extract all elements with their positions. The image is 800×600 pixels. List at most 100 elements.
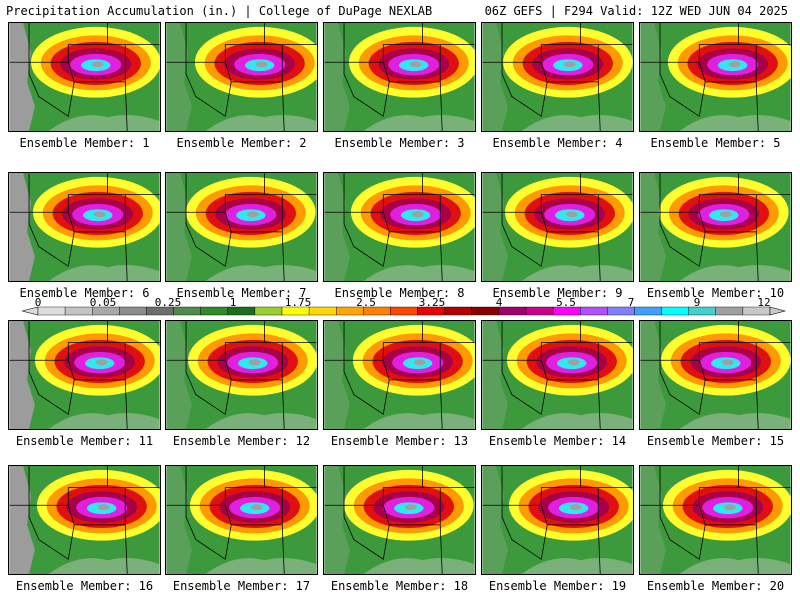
- gulf-region: [679, 413, 791, 429]
- precip-map: [8, 172, 161, 282]
- colorbar-tick-label: 0.05: [89, 296, 117, 309]
- western-dry-region: [482, 321, 508, 429]
- western-dry-region: [324, 321, 350, 429]
- precip-max-core: [413, 359, 426, 366]
- gulf-region: [205, 265, 317, 281]
- state-borders: [324, 466, 475, 574]
- colorbar-tick-label: 1.75: [284, 296, 312, 309]
- precip-max-core: [404, 504, 417, 511]
- state-borders: [9, 23, 160, 131]
- gulf-region: [679, 558, 791, 574]
- gulf-region: [205, 413, 317, 429]
- colorbar-tick-label: 5.5: [556, 296, 576, 309]
- colorbar-tick-label: 2.5: [356, 296, 376, 309]
- state-borders: [640, 321, 791, 429]
- western-dry-region: [324, 23, 350, 131]
- western-dry-region: [640, 173, 666, 281]
- western-dry-region: [9, 466, 35, 574]
- ensemble-member-panel: [481, 172, 634, 282]
- state-borders: [9, 173, 160, 281]
- ensemble-member-label: Ensemble Member: 15: [646, 434, 785, 448]
- gulf-region: [48, 115, 160, 131]
- precip-map: [165, 22, 318, 132]
- ensemble-member-panel: [639, 465, 792, 575]
- precip-map: [639, 22, 792, 132]
- western-dry-region: [482, 23, 508, 131]
- precip-max-core: [723, 504, 736, 511]
- ensemble-member-label: Ensemble Member: 16: [15, 579, 154, 593]
- gulf-region: [363, 115, 475, 131]
- ensemble-member-label: Ensemble Member: 20: [646, 579, 785, 593]
- state-borders: [482, 173, 633, 281]
- ensemble-member-panel: [639, 22, 792, 132]
- precipitation-colorbar: [21, 306, 787, 316]
- precip-map: [481, 172, 634, 282]
- ensemble-member-panel: [165, 22, 318, 132]
- western-dry-region: [482, 466, 508, 574]
- precip-map: [165, 172, 318, 282]
- gulf-region: [521, 413, 633, 429]
- ensemble-member-label: Ensemble Member: 17: [172, 579, 311, 593]
- state-borders: [166, 466, 317, 574]
- colorbar-right-arrow: [769, 306, 787, 316]
- western-dry-region: [9, 23, 35, 131]
- ensemble-member-label: Ensemble Member: 1: [19, 136, 150, 150]
- ensemble-member-label: Ensemble Member: 2: [176, 136, 307, 150]
- ensemble-member-label: Ensemble Member: 8: [334, 286, 465, 300]
- ensemble-member-panel: [639, 320, 792, 430]
- state-borders: [166, 321, 317, 429]
- gulf-region: [521, 265, 633, 281]
- gulf-region: [679, 115, 791, 131]
- ensemble-member-label: Ensemble Member: 4: [492, 136, 623, 150]
- western-dry-region: [166, 23, 192, 131]
- state-borders: [324, 23, 475, 131]
- state-borders: [324, 173, 475, 281]
- colorbar-tick-label: 3.25: [418, 296, 446, 309]
- precip-map: [323, 22, 476, 132]
- precip-map: [8, 22, 161, 132]
- colorbar-tick-labels: 0 0.05 0.25 1 1.75 2.5 3.25 4 5.5 7 9 12: [0, 297, 800, 309]
- precip-max-core: [91, 61, 104, 68]
- western-dry-region: [324, 466, 350, 574]
- state-borders: [9, 321, 160, 429]
- western-dry-region: [324, 173, 350, 281]
- gulf-region: [363, 413, 475, 429]
- state-borders: [166, 173, 317, 281]
- precip-map: [481, 465, 634, 575]
- colorbar-tick-label: 7: [627, 296, 635, 309]
- run-info: 06Z GEFS | F294 Valid: 12Z WED JUN 04 20…: [484, 4, 788, 18]
- western-dry-region: [9, 173, 35, 281]
- ensemble-member-label: Ensemble Member: 9: [492, 286, 623, 300]
- precip-max-core: [93, 211, 106, 218]
- precip-map: [481, 22, 634, 132]
- precip-map: [8, 320, 161, 430]
- ensemble-member-panel: [165, 465, 318, 575]
- precip-map: [481, 320, 634, 430]
- ensemble-member-label: Ensemble Member: 19: [488, 579, 627, 593]
- western-dry-region: [166, 466, 192, 574]
- gulf-region: [205, 558, 317, 574]
- precip-map: [323, 320, 476, 430]
- ensemble-member-label: Ensemble Member: 7: [176, 286, 307, 300]
- ensemble-member-label: Ensemble Member: 13: [330, 434, 469, 448]
- gulf-region: [363, 265, 475, 281]
- colorbar-tick-label: 9: [693, 296, 701, 309]
- ensemble-member-label: Ensemble Member: 12: [172, 434, 311, 448]
- ensemble-member-panel: [481, 22, 634, 132]
- western-dry-region: [640, 466, 666, 574]
- ensemble-member-label: Ensemble Member: 6: [19, 286, 150, 300]
- ensemble-member-panel: [323, 172, 476, 282]
- western-dry-region: [640, 321, 666, 429]
- western-dry-region: [166, 321, 192, 429]
- precip-map: [639, 320, 792, 430]
- precip-max-core: [95, 359, 108, 366]
- precip-max-core: [567, 359, 580, 366]
- ensemble-member-panel: [639, 172, 792, 282]
- ensemble-member-label: Ensemble Member: 11: [15, 434, 154, 448]
- precip-max-core: [569, 504, 582, 511]
- ensemble-member-panel: [481, 465, 634, 575]
- ensemble-member-panel: [8, 320, 161, 430]
- precip-map: [165, 465, 318, 575]
- ensemble-member-panel: [323, 22, 476, 132]
- western-dry-region: [166, 173, 192, 281]
